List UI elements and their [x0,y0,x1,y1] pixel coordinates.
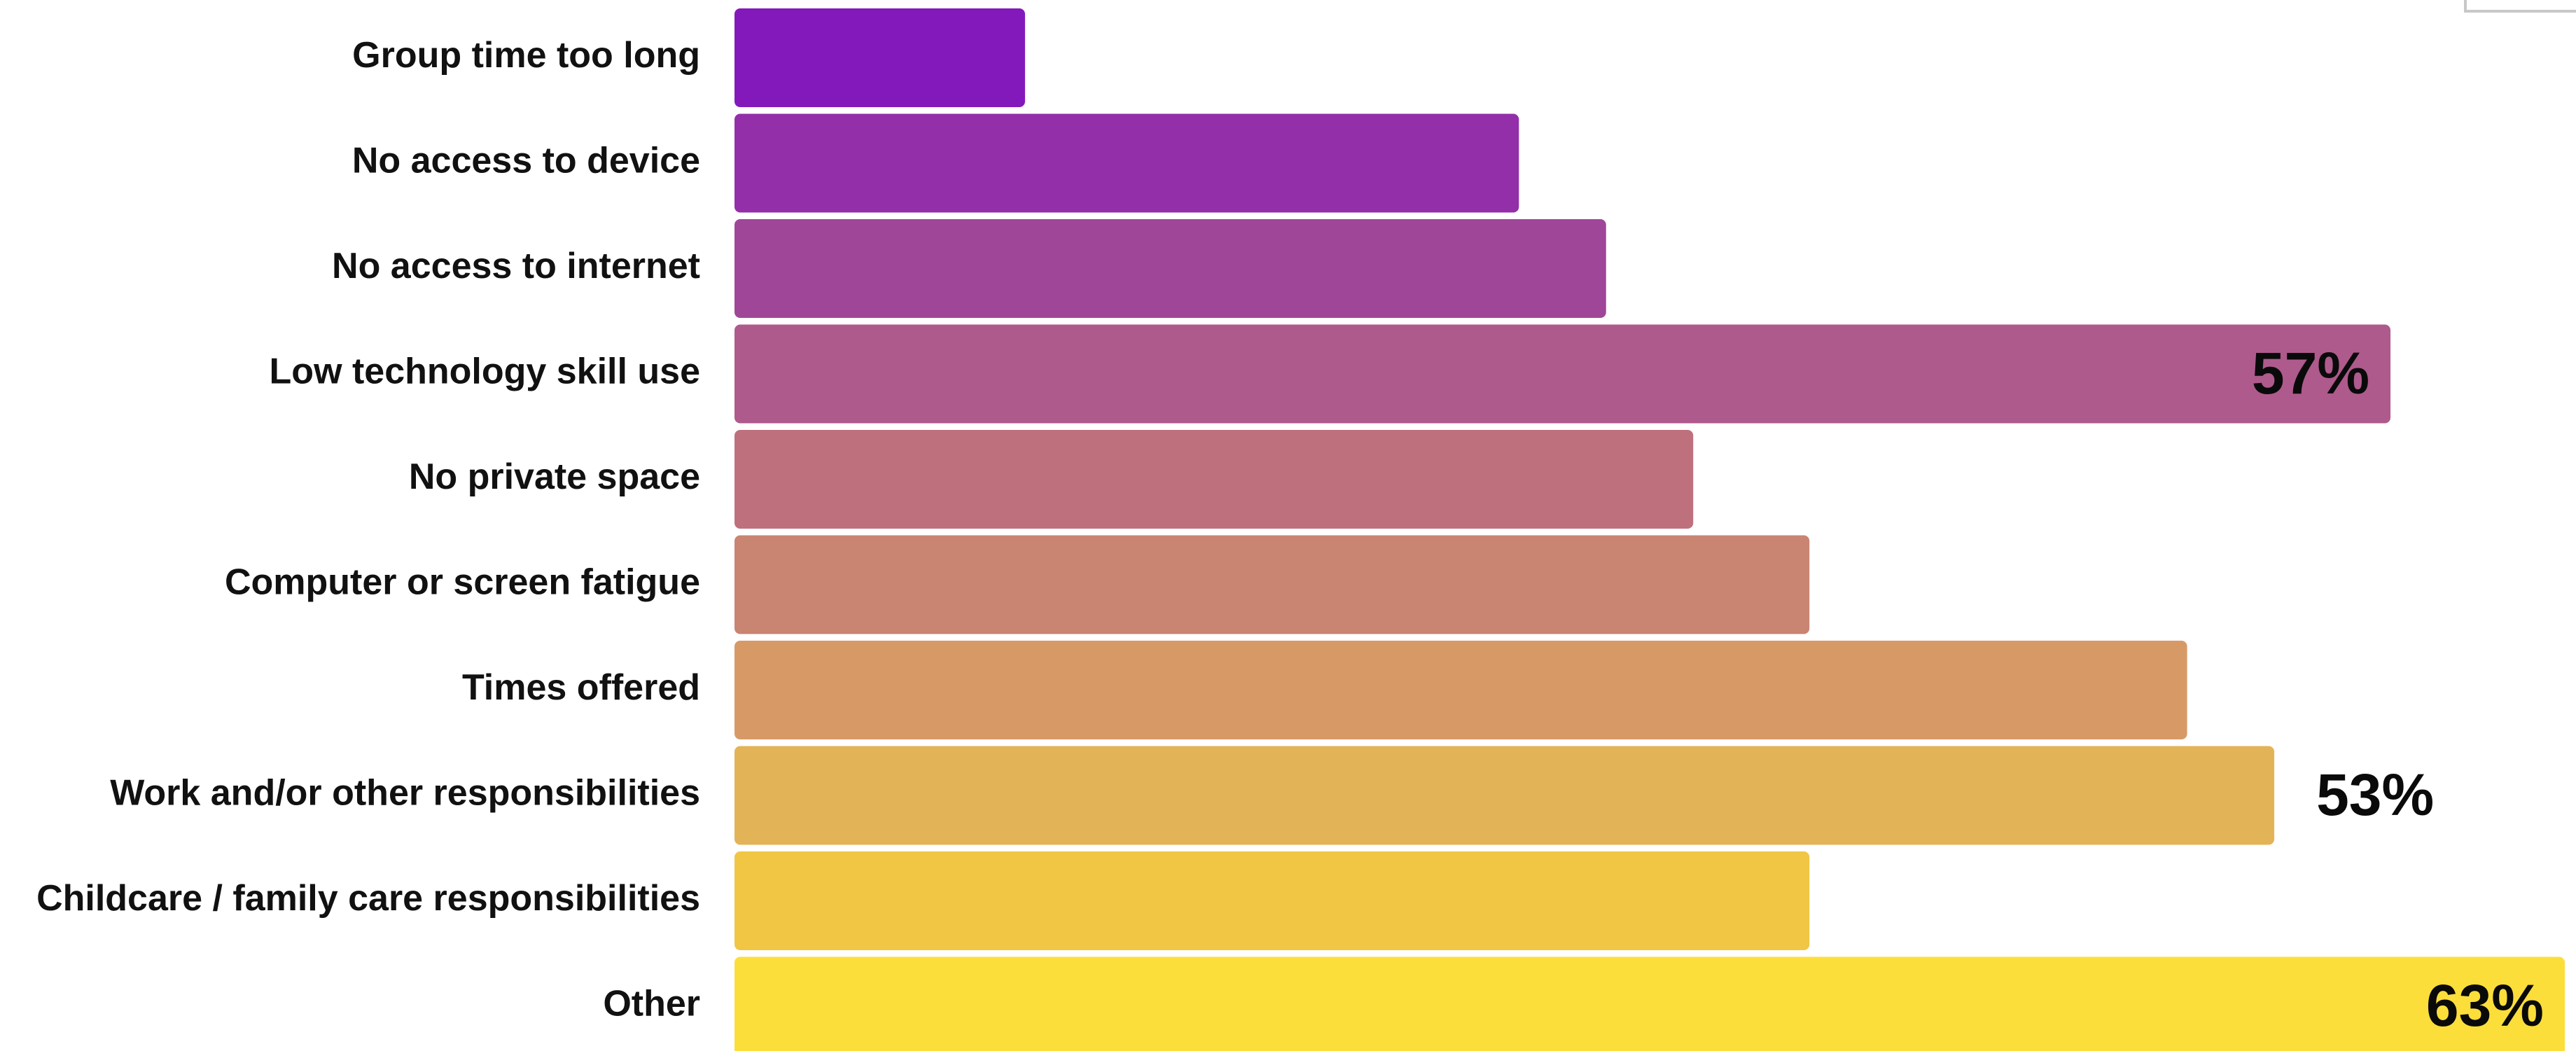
bar [734,746,2275,845]
bar [734,324,2391,424]
data-label: 57% [2252,340,2369,406]
data-label: 63% [2426,973,2544,1038]
bar [734,113,1519,213]
data-label: 53% [2316,762,2434,828]
bar [734,430,1694,529]
category-label: Group time too long [352,35,700,76]
bar [734,956,2565,1051]
category-label: Low technology skill use [270,352,700,392]
category-labels: Group time too long No access to device No… [36,35,700,1024]
corner-frame-fragment [2464,0,2576,13]
category-label: Other [603,984,700,1024]
data-labels: 57% 53% 63% [2252,340,2544,1038]
category-label: Childcare / family care responsibilities [36,878,700,919]
category-label: Times offered [462,667,700,708]
bar [734,851,1810,950]
category-label: No private space [409,457,700,497]
bars [734,8,2565,1051]
bar [734,219,1606,318]
category-label: No access to internet [332,246,700,286]
category-label: No access to device [352,141,700,181]
category-label: Work and/or other responsibilities [110,773,700,814]
bar [734,535,1810,634]
bar [734,641,2187,739]
bar [734,8,1025,107]
category-label: Computer or screen fatigue [225,562,700,603]
